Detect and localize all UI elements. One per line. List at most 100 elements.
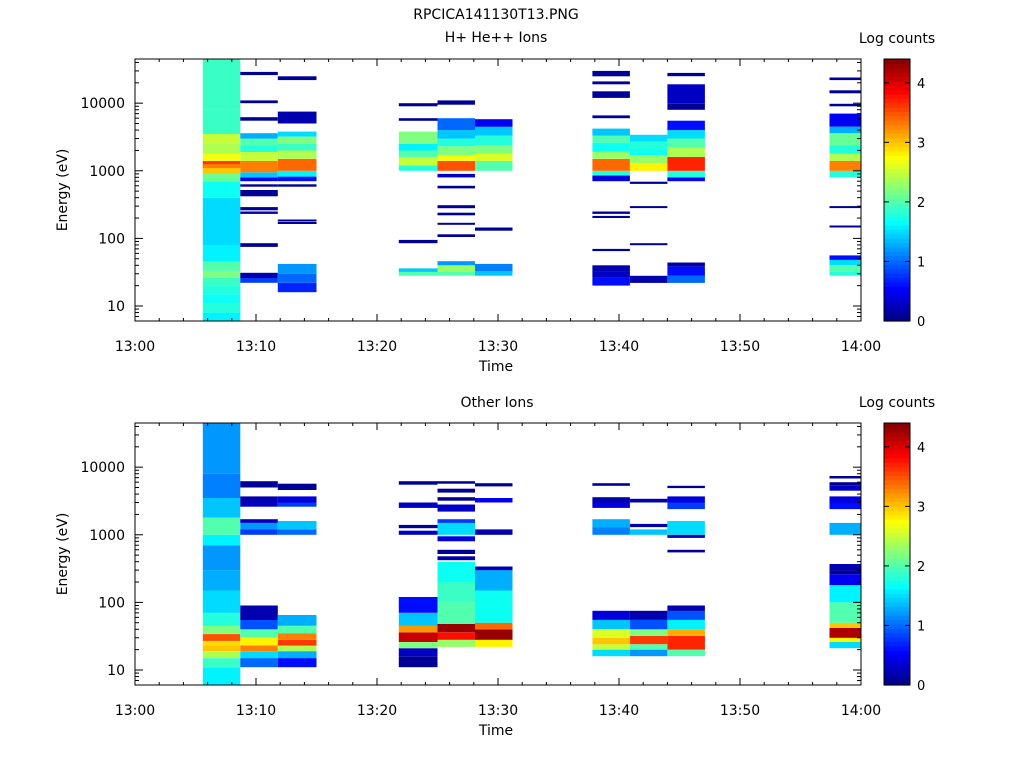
colorbar-segment: [884, 67, 910, 73]
colorbar-segment: [884, 312, 910, 318]
spectrogram-cell: [277, 170, 317, 177]
spectrogram-cell: [829, 133, 861, 146]
colorbar-segment: [884, 155, 910, 161]
spectrogram-cell: [475, 135, 513, 146]
spectrogram-cell: [202, 244, 241, 262]
spectrogram-cell: [592, 644, 630, 650]
spectrogram-cell: [398, 239, 438, 244]
spectrogram-cell: [592, 527, 630, 535]
y-axis: 10 100 1000 10000: [80, 425, 861, 686]
spectrogram-cell: [437, 265, 475, 272]
spectrogram-cell: [667, 266, 705, 276]
colorbar-segment: [884, 207, 910, 213]
spectrogram-cell: [202, 261, 241, 271]
spectrogram-cell: [202, 226, 241, 245]
spectrogram-cell: [277, 136, 317, 144]
colorbar-tick-label: 1: [917, 619, 925, 634]
colorbar-segment: [884, 615, 910, 621]
spectrogram-cell: [240, 272, 278, 278]
spectrogram-cell: [592, 629, 630, 638]
spectrogram-cell: [437, 205, 475, 209]
colorbar-segment: [884, 238, 910, 243]
figure-title: RPCICA141130T13.PNG: [413, 7, 578, 23]
spectrogram-cell: [202, 59, 241, 110]
spectrogram-cell: [398, 150, 438, 157]
colorbar-segment: [884, 150, 910, 156]
spectrogram-cell: [202, 612, 241, 626]
spectrogram-cell: [277, 282, 317, 293]
spectrogram-cell: [629, 529, 668, 535]
colorbar-segment: [884, 628, 910, 634]
spectrogram-cell: [592, 497, 630, 503]
spectrogram-cell: [667, 502, 705, 510]
spectrogram-cell: [829, 502, 861, 510]
colorbar-segment: [884, 562, 910, 568]
colorbar-tick-label: 0: [917, 679, 925, 694]
spectrogram-cell: [629, 275, 668, 283]
y-tick-label: 100: [98, 231, 125, 247]
spectrogram-cell: [592, 70, 630, 77]
spectrogram-cell: [277, 502, 317, 507]
spectrogram-cell: [829, 103, 861, 107]
colorbar-label: Log counts: [859, 31, 935, 47]
spectrogram-cell: [240, 645, 278, 652]
y-tick-label: 1000: [89, 528, 125, 544]
spectrogram-cell: [667, 275, 705, 283]
spectrogram-cell: [829, 259, 861, 266]
spectrogram-cell: [240, 117, 278, 121]
colorbar-segment: [884, 444, 910, 450]
y-tick-label: 100: [98, 595, 125, 611]
colorbar-tick-label: 3: [917, 500, 925, 515]
colorbar-segment: [884, 107, 910, 112]
spectrogram-cell: [240, 502, 278, 507]
colorbar-segment: [884, 593, 910, 599]
spectrogram-cell: [592, 211, 630, 214]
spectrogram-cell: [592, 81, 630, 85]
spectrogram-cell: [240, 207, 278, 211]
colorbar-segment: [884, 286, 910, 292]
spectrogram-cell: [629, 149, 668, 156]
spectrogram-cell: [398, 143, 438, 151]
colorbar-segment: [884, 536, 910, 542]
spectrogram-cell: [437, 519, 475, 523]
spectrogram-cell: [829, 496, 861, 503]
colorbar-segment: [884, 602, 910, 607]
spectrogram-cell: [475, 153, 513, 161]
spectrogram-cell: [437, 271, 475, 276]
spectrogram-cell: [592, 248, 630, 252]
colorbar-segment: [884, 98, 910, 104]
colorbar-segment: [884, 168, 910, 174]
x-axis-label: Time: [478, 723, 513, 739]
colorbar-segment: [884, 59, 910, 64]
colorbar-segment: [884, 632, 910, 638]
spectrogram-cell: [277, 158, 317, 171]
colorbar-segment: [884, 307, 910, 313]
spectrogram-cell: [592, 91, 630, 98]
spectrogram-cell: [475, 270, 513, 276]
colorbar-segment: [884, 545, 910, 551]
colorbar-segment: [884, 658, 910, 664]
spectrogram-cell: [202, 590, 241, 613]
colorbar-segment: [884, 488, 910, 494]
spectrogram-cell: [398, 157, 438, 166]
spectrogram-cell: [592, 142, 630, 152]
spectrogram-cell: [398, 118, 438, 121]
spectrogram-cell: [277, 658, 317, 668]
colorbar-segment: [884, 124, 910, 130]
spectrogram-cell: [829, 126, 861, 134]
colorbar-segment: [884, 497, 910, 503]
spectrogram-cell: [398, 648, 438, 657]
spectrogram-cell: [629, 163, 668, 171]
spectrogram-cell: [202, 134, 241, 144]
spectrogram-cell: [829, 482, 861, 486]
spectrogram-cell: [277, 615, 317, 626]
x-tick-label: 14:00: [841, 703, 881, 719]
spectrogram-cell: [667, 605, 705, 611]
colorbar-segment: [884, 146, 910, 152]
spectrogram-cell: [202, 168, 241, 174]
colorbar-segment: [884, 462, 910, 468]
spectrogram-cell: [592, 265, 630, 272]
spectrogram-cell: [240, 619, 278, 630]
spectrogram-cell: [202, 153, 241, 161]
colorbar-segment: [884, 567, 910, 573]
